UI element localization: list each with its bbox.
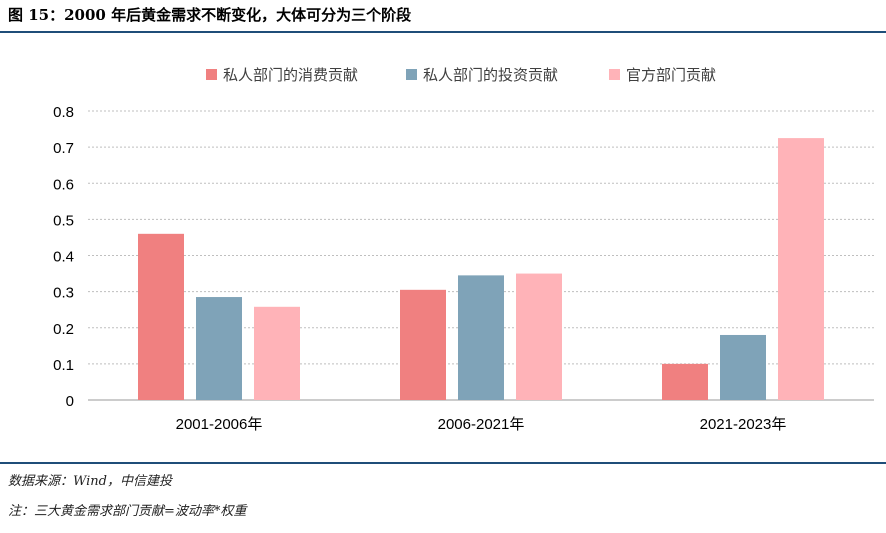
bar	[516, 273, 562, 400]
bar	[196, 297, 242, 400]
y-tick-label: 0.1	[53, 357, 74, 374]
x-tick-label: 2021-2023年	[700, 416, 787, 433]
formula-note: 注：三大黄金需求部门贡献=波动率*权重	[8, 504, 247, 519]
y-tick-label: 0.7	[53, 140, 74, 157]
y-tick-label: 0	[66, 393, 74, 410]
legend-swatch	[206, 69, 217, 80]
y-tick-label: 0.3	[53, 285, 74, 302]
x-tick-label: 2006-2021年	[438, 416, 525, 433]
legend-swatch	[406, 69, 417, 80]
bar	[254, 306, 300, 400]
bar-chart: 0 0.1 0.2 0.3 0.4 0.5 0.6 0.7 0.8 2001-2006年 2006-…	[53, 66, 874, 433]
legend-label: 私人部门的投资贡献	[423, 66, 558, 84]
bar	[662, 363, 708, 400]
y-tick-label: 0.5	[53, 212, 74, 229]
figure-title: 图 15：2000 年后黄金需求不断变化，大体可分为三个阶段	[8, 6, 412, 24]
y-tick-label: 0.6	[53, 176, 74, 193]
legend-label: 官方部门贡献	[626, 66, 716, 84]
legend-swatch	[609, 69, 620, 80]
bar	[458, 275, 504, 400]
source-note: 数据来源：Wind，中信建投	[8, 474, 172, 489]
y-tick-label: 0.2	[53, 321, 74, 338]
title-rule	[0, 31, 886, 33]
bar	[400, 289, 446, 400]
x-tick-label: 2001-2006年	[176, 416, 263, 433]
bar	[138, 233, 184, 400]
y-tick-label: 0.4	[53, 249, 74, 266]
footer-rule	[0, 462, 886, 464]
bar	[778, 138, 824, 400]
legend-label: 私人部门的消费贡献	[223, 66, 358, 84]
bar	[720, 334, 766, 400]
y-tick-label: 0.8	[53, 104, 74, 121]
